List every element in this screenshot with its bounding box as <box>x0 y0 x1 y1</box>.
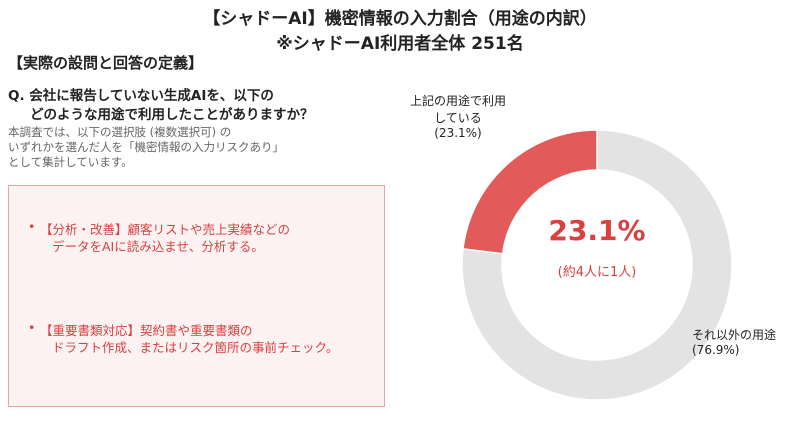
note-line: 本調査では、以下の選択肢 (複数選択可) の <box>8 125 232 139</box>
title: 【シャドーAI】機密情報の入力割合（用途の内訳） <box>203 9 597 29</box>
item-line: 【分析・改善】顧客リストや売上実績などの <box>28 219 290 238</box>
subtitle: ※シャドーAI利用者全体 251名 <box>276 34 524 54</box>
donut-slice <box>462 129 598 255</box>
note-line: いずれかを選んだ人を「機密情報の入力リスクあり」 <box>8 140 284 154</box>
center-label: 23.1% <box>548 214 645 247</box>
slice-label: 上記の用途で利用している (23.1%) <box>408 92 508 140</box>
category-label: それ以外の用途 <box>692 328 777 342</box>
item-line: 【重要書類対応】契約書や重要書類の <box>28 320 252 339</box>
item-line: データをAIに読み込ませ、分析する。 <box>52 239 264 254</box>
item-line: ドラフト作成、またはリスク箇所の事前チェック。 <box>52 340 339 355</box>
donut-slice <box>461 129 733 401</box>
center-sublabel: (約4人に1人) <box>558 265 637 280</box>
slice-label: それ以外の用途 (76.9%) <box>692 326 792 357</box>
question-line: どのような用途で利用したことがありますか？ <box>30 107 314 123</box>
value-label: (23.1%) <box>434 126 482 140</box>
section-heading: 【実際の設問と回答の定義】 <box>8 54 204 72</box>
note-line: として集計しています。 <box>8 155 133 169</box>
question-line: Q. 会社に報告していない生成AIを、以下の <box>8 88 274 104</box>
value-label: (76.9%) <box>692 343 740 357</box>
category-label: 上記の用途で利用している <box>409 94 506 125</box>
